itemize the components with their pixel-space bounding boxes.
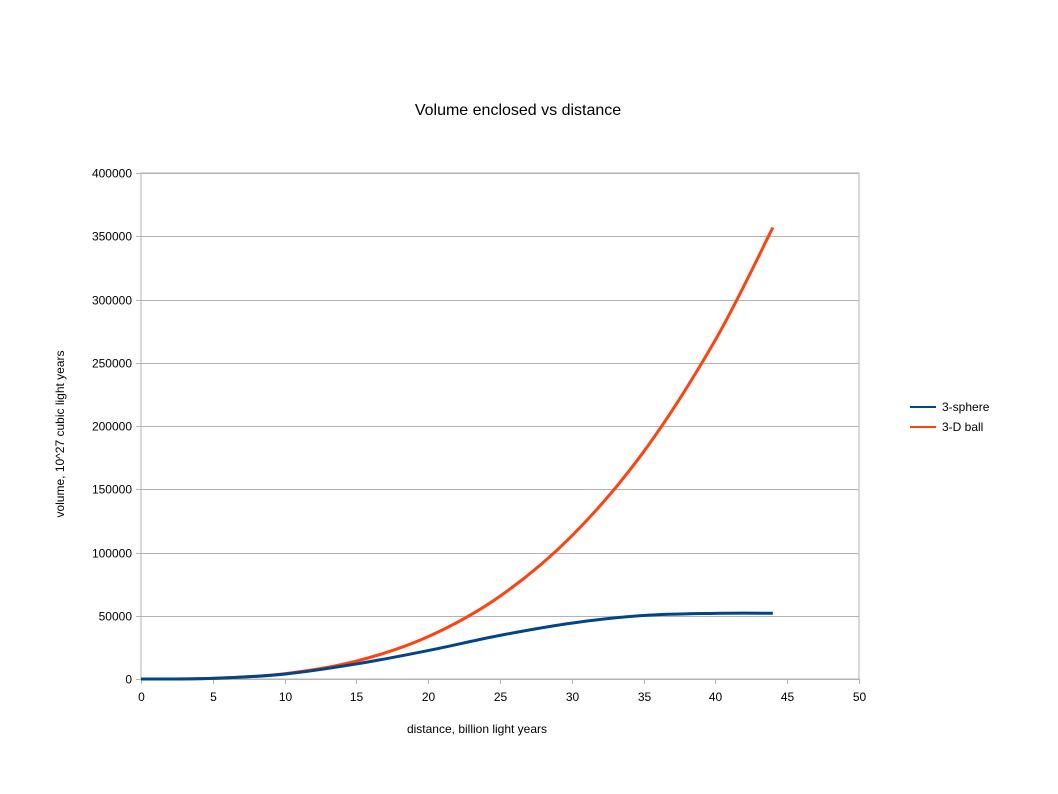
x-tick-label: 5 — [210, 690, 217, 704]
chart-title: Volume enclosed vs distance — [415, 102, 621, 119]
axes — [136, 173, 860, 684]
x-tick-label: 25 — [494, 690, 508, 704]
grid — [140, 172, 860, 680]
legend-label: 3-D ball — [942, 420, 983, 434]
series-lines — [140, 226, 775, 681]
y-tick-label: 250000 — [92, 357, 132, 371]
series-line-3-sphere — [140, 611, 773, 681]
x-tick-label: 50 — [853, 690, 867, 704]
x-tick-label: 10 — [279, 690, 293, 704]
x-tick-label: 40 — [709, 690, 723, 704]
tick-labels: 0 50000 100000 150000 200000 250000 300000 3500… — [92, 167, 867, 705]
x-tick-label: 20 — [422, 690, 436, 704]
x-tick-label: 30 — [566, 690, 580, 704]
x-tick-label: 15 — [350, 690, 364, 704]
x-axis-label: distance, billion light years — [407, 722, 547, 736]
x-tick-label: 35 — [638, 690, 652, 704]
y-tick-label: 150000 — [92, 483, 132, 497]
y-tick-label: 100000 — [92, 547, 132, 561]
y-tick-label: 350000 — [92, 230, 132, 244]
y-tick-label: 0 — [125, 673, 132, 687]
legend: 3-sphere 3-D ball — [910, 400, 990, 434]
y-tick-label: 400000 — [92, 167, 132, 181]
series-line-3-d-ball — [140, 226, 775, 681]
legend-label: 3-sphere — [942, 400, 990, 414]
x-tick-label: 0 — [138, 690, 145, 704]
x-tick-label: 45 — [781, 690, 795, 704]
y-tick-label: 300000 — [92, 294, 132, 308]
y-axis-label: volume, 10^27 cubic light years — [53, 350, 67, 517]
y-tick-label: 50000 — [99, 610, 133, 624]
y-tick-label: 200000 — [92, 420, 132, 434]
